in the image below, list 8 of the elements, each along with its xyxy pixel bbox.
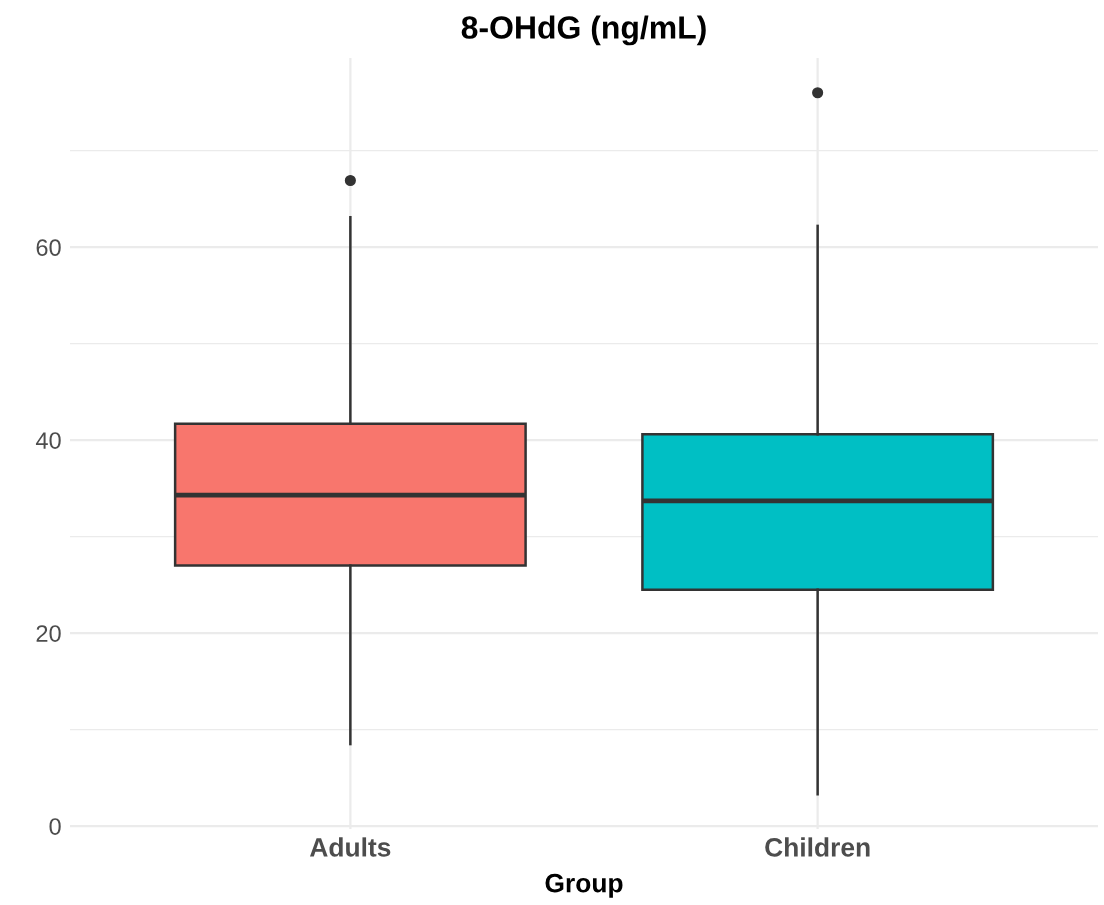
y-tick-label: 60: [36, 239, 61, 256]
x-tick-label: Adults: [309, 837, 391, 857]
y-tick-label: 0: [49, 818, 61, 835]
y-tick-label: 40: [35, 432, 61, 449]
chart-title: 8-OHdG (ng/mL): [461, 15, 706, 46]
x-axis-title: Group: [545, 873, 623, 898]
x-tick-label: Children: [765, 837, 870, 857]
y-tick-label: 20: [36, 625, 61, 642]
